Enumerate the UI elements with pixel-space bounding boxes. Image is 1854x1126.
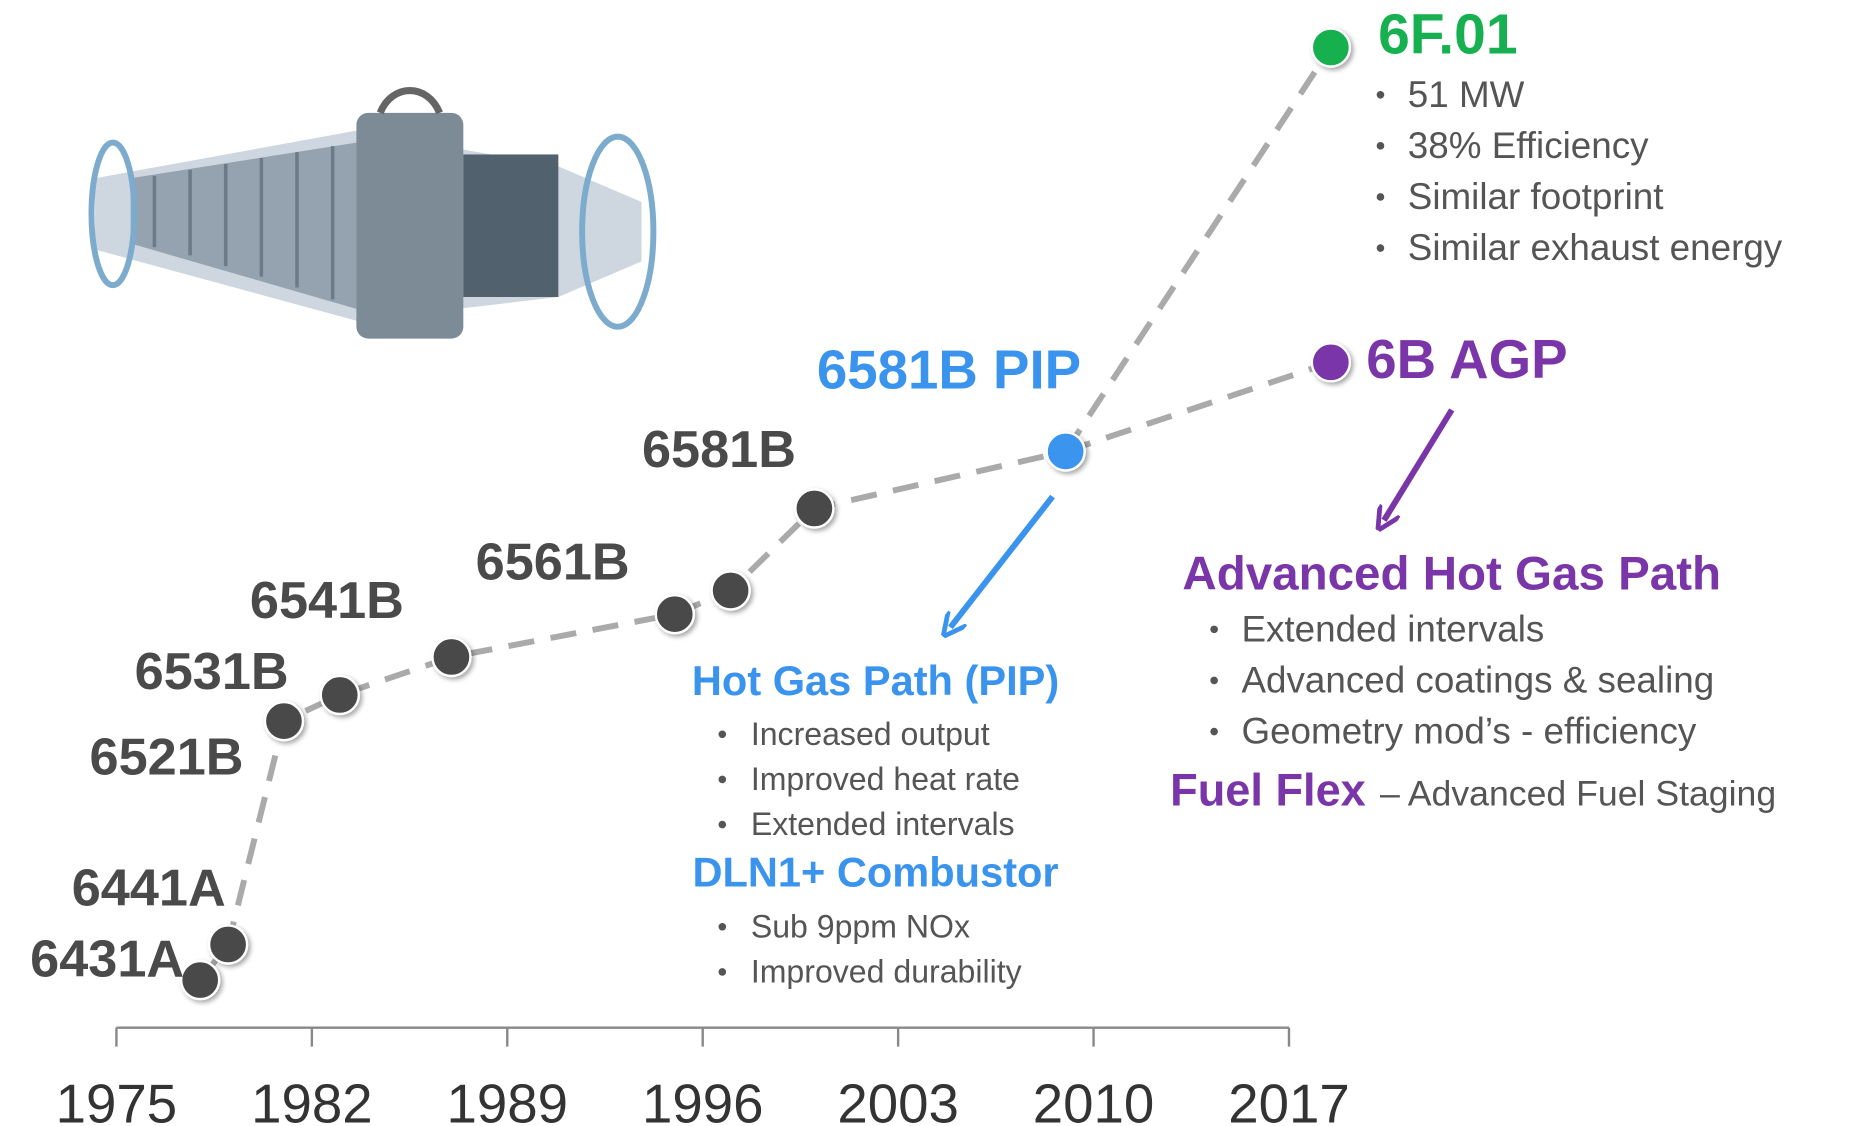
point	[1312, 343, 1350, 381]
bullet-text: Extended intervals	[1241, 609, 1544, 650]
point-label: 6531B	[135, 643, 289, 701]
point-label: 6541B	[250, 572, 404, 630]
point-label: 6581B PIP	[817, 339, 1081, 400]
section-title: Advanced Hot Gas Path	[1182, 547, 1721, 600]
x-tick-label: 1982	[251, 1074, 373, 1126]
bullet-text: 51 MW	[1408, 74, 1525, 115]
bullet-dot	[719, 821, 727, 829]
bullet-text: Similar exhaust energy	[1408, 227, 1783, 268]
point	[432, 638, 470, 676]
bullet-dot	[719, 776, 727, 784]
x-tick-label: 2017	[1228, 1074, 1350, 1126]
bullet-dot	[719, 923, 727, 931]
chart: 6431A 6441A 6521B 6531B 6541B 6561B6581B 6581B…	[0, 0, 1854, 1126]
point	[265, 702, 303, 740]
x-tick-label: 2010	[1033, 1074, 1155, 1126]
x-tick-label: 1989	[447, 1074, 569, 1126]
bullet-dot	[1210, 728, 1218, 736]
bullet-text: Similar footprint	[1408, 176, 1664, 217]
point	[712, 571, 750, 609]
bullet-text: Geometry mod’s - efficiency	[1241, 711, 1696, 752]
x-tick-label: 1996	[642, 1074, 764, 1126]
bullet-text: Sub 9ppm NOx	[751, 908, 970, 944]
bullet-dot	[719, 730, 727, 738]
arrow	[1384, 410, 1452, 520]
point-label: 6521B	[90, 729, 244, 787]
bullet-text: Increased output	[751, 716, 990, 752]
point-label: 6F.01	[1378, 2, 1517, 66]
bullet-text: Improved durability	[751, 953, 1022, 989]
bullet-text: Improved heat rate	[751, 761, 1020, 797]
x-tick-label: 2003	[837, 1074, 959, 1126]
fuel-flex-line: Fuel Flex – Advanced Fuel Staging	[1170, 764, 1776, 815]
point-label: 6581B	[642, 421, 796, 479]
point	[1047, 432, 1085, 470]
point-label: 6441A	[72, 859, 226, 917]
bullet-dot	[1210, 626, 1218, 634]
bullet-dot	[1377, 142, 1385, 150]
bullet-dot	[1377, 193, 1385, 201]
point	[1312, 29, 1350, 67]
bullet-dot	[1377, 91, 1385, 99]
point-label: 6561B	[476, 534, 630, 592]
bullet-text: Extended intervals	[751, 806, 1015, 842]
section-text: – Advanced Fuel Staging	[1380, 773, 1776, 813]
turbine-illustration	[91, 91, 653, 339]
section-title: Hot Gas Path (PIP)	[692, 657, 1059, 704]
bullet-dot	[719, 968, 727, 976]
arrow	[950, 497, 1052, 628]
bullet-dot	[1210, 677, 1218, 685]
point	[321, 676, 359, 714]
x-tick-label: 1975	[56, 1074, 178, 1126]
point	[656, 595, 694, 633]
page: {"chart_data": { "type": "scatter", "xli…	[0, 0, 1854, 1126]
point	[209, 925, 247, 963]
point	[181, 961, 219, 999]
bullet-dot	[1377, 244, 1385, 252]
point-label: 6B AGP	[1366, 329, 1567, 390]
point-label: 6431A	[30, 931, 184, 989]
branch-line	[1066, 48, 1331, 452]
bullet-text: Advanced coatings & sealing	[1241, 660, 1714, 701]
branch-line	[1066, 362, 1331, 451]
point	[795, 489, 833, 527]
section-title: DLN1+ Combustor	[692, 848, 1058, 895]
section-title: Fuel Flex	[1170, 764, 1366, 815]
bullet-text: 38% Efficiency	[1408, 125, 1649, 166]
